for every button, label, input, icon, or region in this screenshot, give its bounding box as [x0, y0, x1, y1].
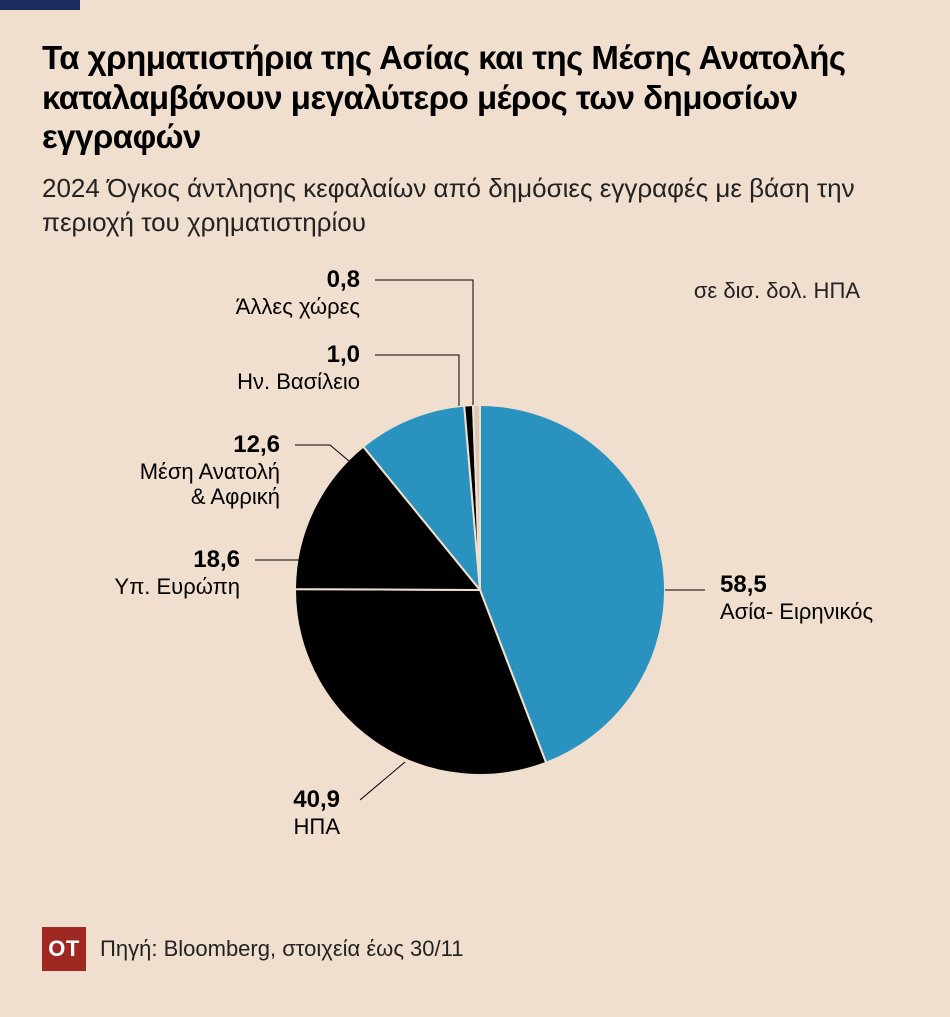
- source-badge: OT: [42, 927, 86, 971]
- slice-value: 18,6: [114, 546, 240, 574]
- slice-value: 0,8: [236, 266, 360, 294]
- slice-name: Ην. Βασίλειο: [237, 369, 360, 394]
- leader-line-other: [375, 280, 473, 405]
- accent-bar: [0, 0, 80, 10]
- slice-value: 1,0: [237, 341, 360, 369]
- chart-subtitle: 2024 Όγκος άντλησης κεφαλαίων από δημόσι…: [42, 172, 950, 240]
- leader-line-uk: [375, 355, 459, 406]
- chart-title: Τα χρηματιστήρια της Ασίας και της Μέσης…: [42, 38, 950, 157]
- slice-name: Ασία- Ειρηνικός: [720, 599, 873, 624]
- slice-label-mena: 12,6Μέση Ανατολή& Αφρική: [140, 431, 280, 509]
- slice-name: Υπ. Ευρώπη: [114, 574, 240, 599]
- slice-name: Άλλες χώρες: [236, 294, 360, 319]
- slice-label-asia: 58,5Ασία- Ειρηνικός: [720, 571, 873, 624]
- slice-label-europe: 18,6Υπ. Ευρώπη: [114, 546, 240, 599]
- slice-label-usa: 40,9ΗΠΑ: [293, 786, 340, 839]
- slice-value: 40,9: [293, 786, 340, 814]
- slice-value: 12,6: [140, 431, 280, 459]
- slice-value: 58,5: [720, 571, 873, 599]
- slice-label-uk: 1,0Ην. Βασίλειο: [237, 341, 360, 394]
- chart-footer: OT Πηγή: Bloomberg, στοιχεία έως 30/11: [42, 927, 463, 971]
- slice-name: ΗΠΑ: [293, 814, 340, 839]
- slice-label-other: 0,8Άλλες χώρες: [236, 266, 360, 319]
- pie-chart: 58,5Ασία- Ειρηνικός 40,9ΗΠΑ 18,6Υπ. Ευρώπη…: [0, 260, 950, 880]
- slice-name: Μέση Ανατολή& Αφρική: [140, 459, 280, 510]
- leader-line-usa: [360, 762, 405, 800]
- source-text: Πηγή: Bloomberg, στοιχεία έως 30/11: [100, 936, 463, 962]
